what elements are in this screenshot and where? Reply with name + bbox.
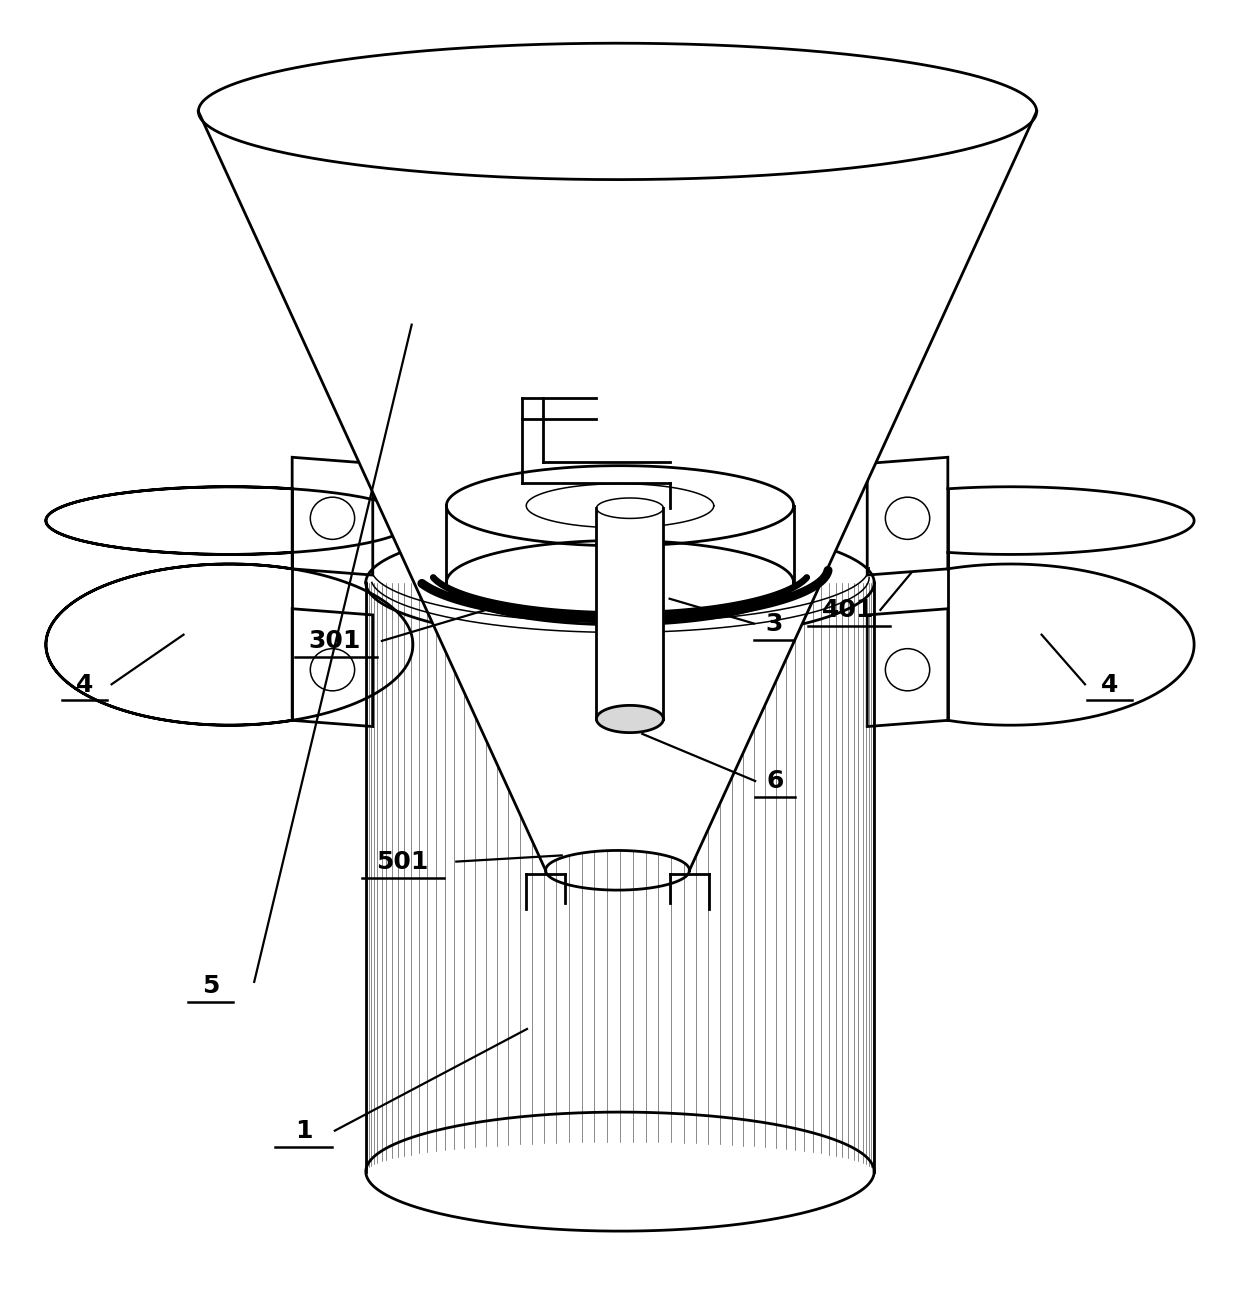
Polygon shape <box>596 706 663 733</box>
Text: 4: 4 <box>1101 673 1118 696</box>
Text: 301: 301 <box>309 629 361 653</box>
Text: 501: 501 <box>376 850 428 874</box>
Polygon shape <box>596 509 663 719</box>
Polygon shape <box>446 465 794 545</box>
Text: 3: 3 <box>765 612 782 636</box>
Text: 401: 401 <box>822 598 874 623</box>
Text: 6: 6 <box>766 770 784 794</box>
Polygon shape <box>198 43 1037 870</box>
Text: 1: 1 <box>295 1120 312 1143</box>
Text: 4: 4 <box>76 673 93 696</box>
Text: 5: 5 <box>202 974 219 999</box>
